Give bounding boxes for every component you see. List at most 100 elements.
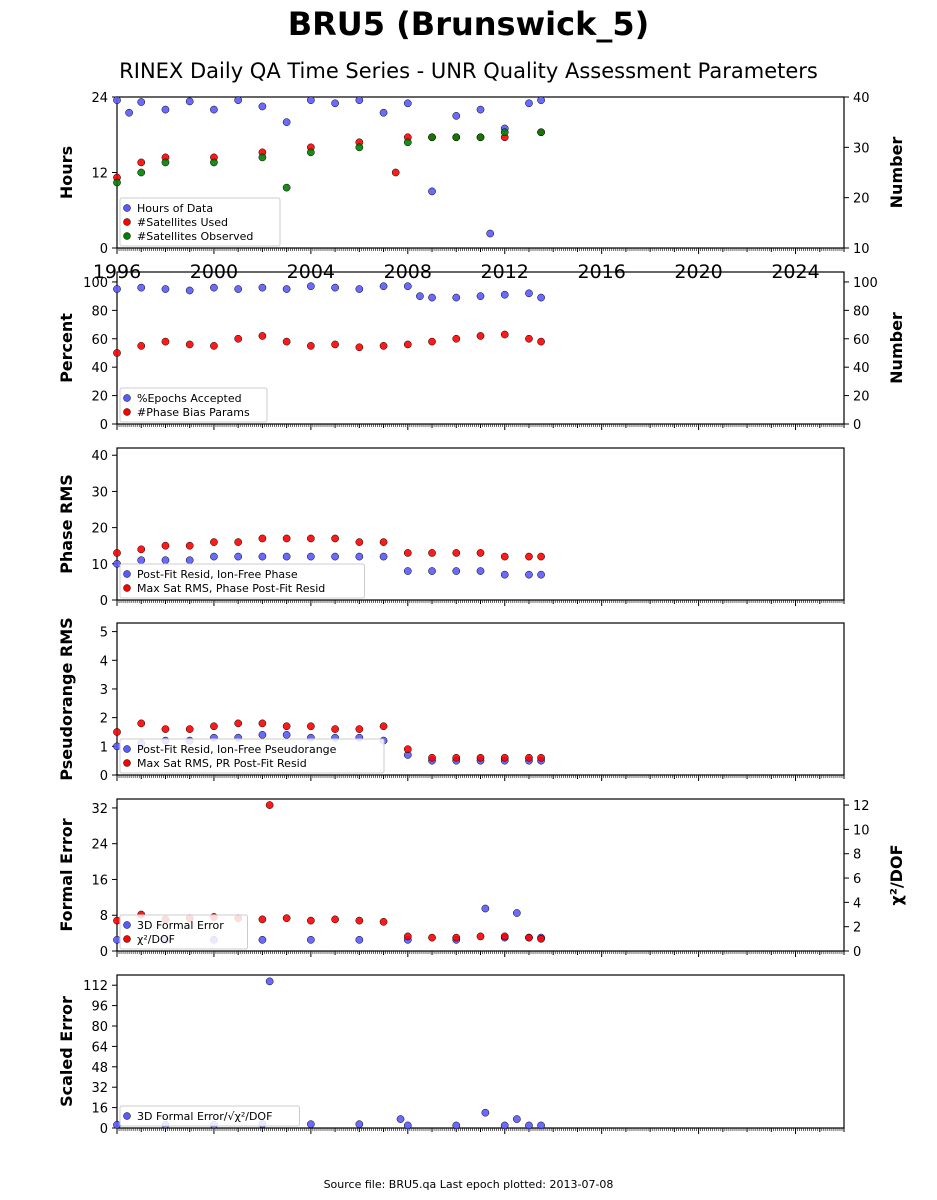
y-axis-label: Hours — [57, 146, 76, 199]
data-point-2 — [537, 552, 545, 561]
data-point-2 — [355, 343, 364, 352]
data-point-2 — [500, 552, 509, 561]
y-tick-label: 0 — [100, 945, 108, 960]
y-tick-label: 24 — [91, 838, 108, 853]
data-point-1 — [210, 105, 218, 114]
data-point-2 — [403, 549, 412, 557]
y-tick-label: 100 — [83, 276, 108, 291]
data-point-3 — [258, 153, 267, 162]
data-point-2 — [113, 349, 121, 357]
data-point-1 — [258, 552, 267, 561]
data-point-1 — [476, 105, 485, 114]
y-axis-label: Scaled Error — [57, 996, 76, 1107]
data-point-2 — [537, 753, 545, 762]
legend-label: 3D Formal Error — [137, 919, 224, 932]
data-point-3 — [452, 133, 461, 142]
data-point-1 — [258, 730, 267, 739]
y-tick-label: 32 — [91, 1081, 108, 1096]
y-tick-label: 112 — [83, 979, 108, 994]
data-point-1 — [258, 283, 267, 292]
data-point-2 — [525, 552, 533, 561]
legend-marker — [123, 935, 131, 943]
data-point-2 — [476, 549, 485, 557]
y2-tick-label: 80 — [853, 304, 870, 319]
data-point-2 — [161, 337, 170, 346]
y-tick-label: 3 — [100, 683, 108, 698]
data-point-2 — [500, 330, 509, 339]
legend-label: 3D Formal Error/√χ²/DOF — [137, 1110, 272, 1123]
data-point-2 — [500, 753, 509, 762]
data-point-1 — [500, 290, 509, 299]
data-point-2 — [307, 534, 315, 543]
data-point-3 — [137, 168, 146, 177]
y2-tick-label: 40 — [853, 361, 870, 376]
data-point-1 — [403, 567, 412, 575]
y2-tick-label: 40 — [853, 91, 870, 106]
data-point-1 — [307, 1120, 315, 1129]
data-point-2 — [403, 340, 412, 349]
data-point-1 — [185, 556, 194, 565]
data-point-1 — [331, 552, 339, 561]
data-point-2 — [113, 549, 121, 557]
legend-box — [119, 387, 268, 423]
data-point-2 — [452, 933, 461, 942]
data-point-2 — [379, 538, 388, 546]
legend-box — [119, 914, 248, 950]
data-point-1 — [525, 289, 533, 298]
data-point-1 — [307, 935, 315, 944]
plot-frame — [116, 974, 845, 1129]
legend-marker — [123, 204, 131, 212]
data-point-3 — [161, 158, 170, 167]
figure-subtitle: RINEX Daily QA Time Series - UNR Quality… — [119, 59, 818, 83]
data-point-2 — [331, 915, 339, 924]
data-point-1 — [161, 556, 170, 565]
data-point-2 — [331, 340, 339, 349]
data-point-1 — [513, 1115, 521, 1123]
y-tick-label: 4 — [100, 654, 108, 669]
data-point-1 — [282, 118, 291, 127]
data-point-2 — [537, 337, 545, 346]
data-point-1 — [476, 292, 485, 300]
y-tick-label: 24 — [91, 91, 108, 106]
data-point-2 — [307, 722, 315, 731]
y2-tick-label: 10 — [853, 242, 870, 257]
data-point-1 — [486, 229, 495, 238]
data-point-1 — [137, 98, 146, 106]
data-point-2 — [500, 932, 509, 941]
data-point-1 — [282, 285, 291, 293]
data-point-1 — [355, 96, 364, 104]
data-point-2 — [137, 342, 146, 350]
data-point-1 — [396, 1115, 405, 1123]
figure-title: BRU5 (Brunswick_5) — [288, 5, 650, 43]
data-point-2 — [307, 342, 315, 350]
y-tick-label: 64 — [91, 1040, 108, 1055]
data-point-2 — [355, 725, 364, 733]
data-point-2 — [282, 722, 291, 731]
data-point-2 — [537, 934, 545, 943]
y2-tick-label: 100 — [853, 276, 878, 291]
data-point-3 — [428, 133, 436, 142]
data-point-2 — [403, 932, 412, 941]
panels-group: 1996 2000 2004 2008 2012 2016 2020 202401224Hou… — [57, 91, 906, 1137]
y2-tick-label: 12 — [853, 799, 870, 814]
data-point-1 — [428, 293, 436, 302]
data-point-2 — [137, 158, 146, 167]
legend-marker — [123, 570, 131, 578]
y-tick-label: 0 — [100, 1122, 108, 1137]
data-point-1 — [265, 977, 274, 986]
data-point-1 — [525, 99, 533, 108]
data-point-1 — [331, 99, 339, 108]
data-point-2 — [185, 541, 194, 550]
y2-tick-label: 4 — [853, 896, 861, 911]
legend-box — [119, 563, 365, 599]
data-point-1 — [403, 99, 412, 108]
y2-tick-label: 10 — [853, 823, 870, 838]
y-tick-label: 2 — [100, 712, 108, 727]
data-point-2 — [476, 332, 485, 340]
data-point-1 — [355, 285, 364, 293]
data-point-2 — [379, 722, 388, 731]
data-point-2 — [307, 916, 315, 925]
data-point-1 — [481, 904, 490, 913]
data-point-1 — [258, 102, 267, 111]
